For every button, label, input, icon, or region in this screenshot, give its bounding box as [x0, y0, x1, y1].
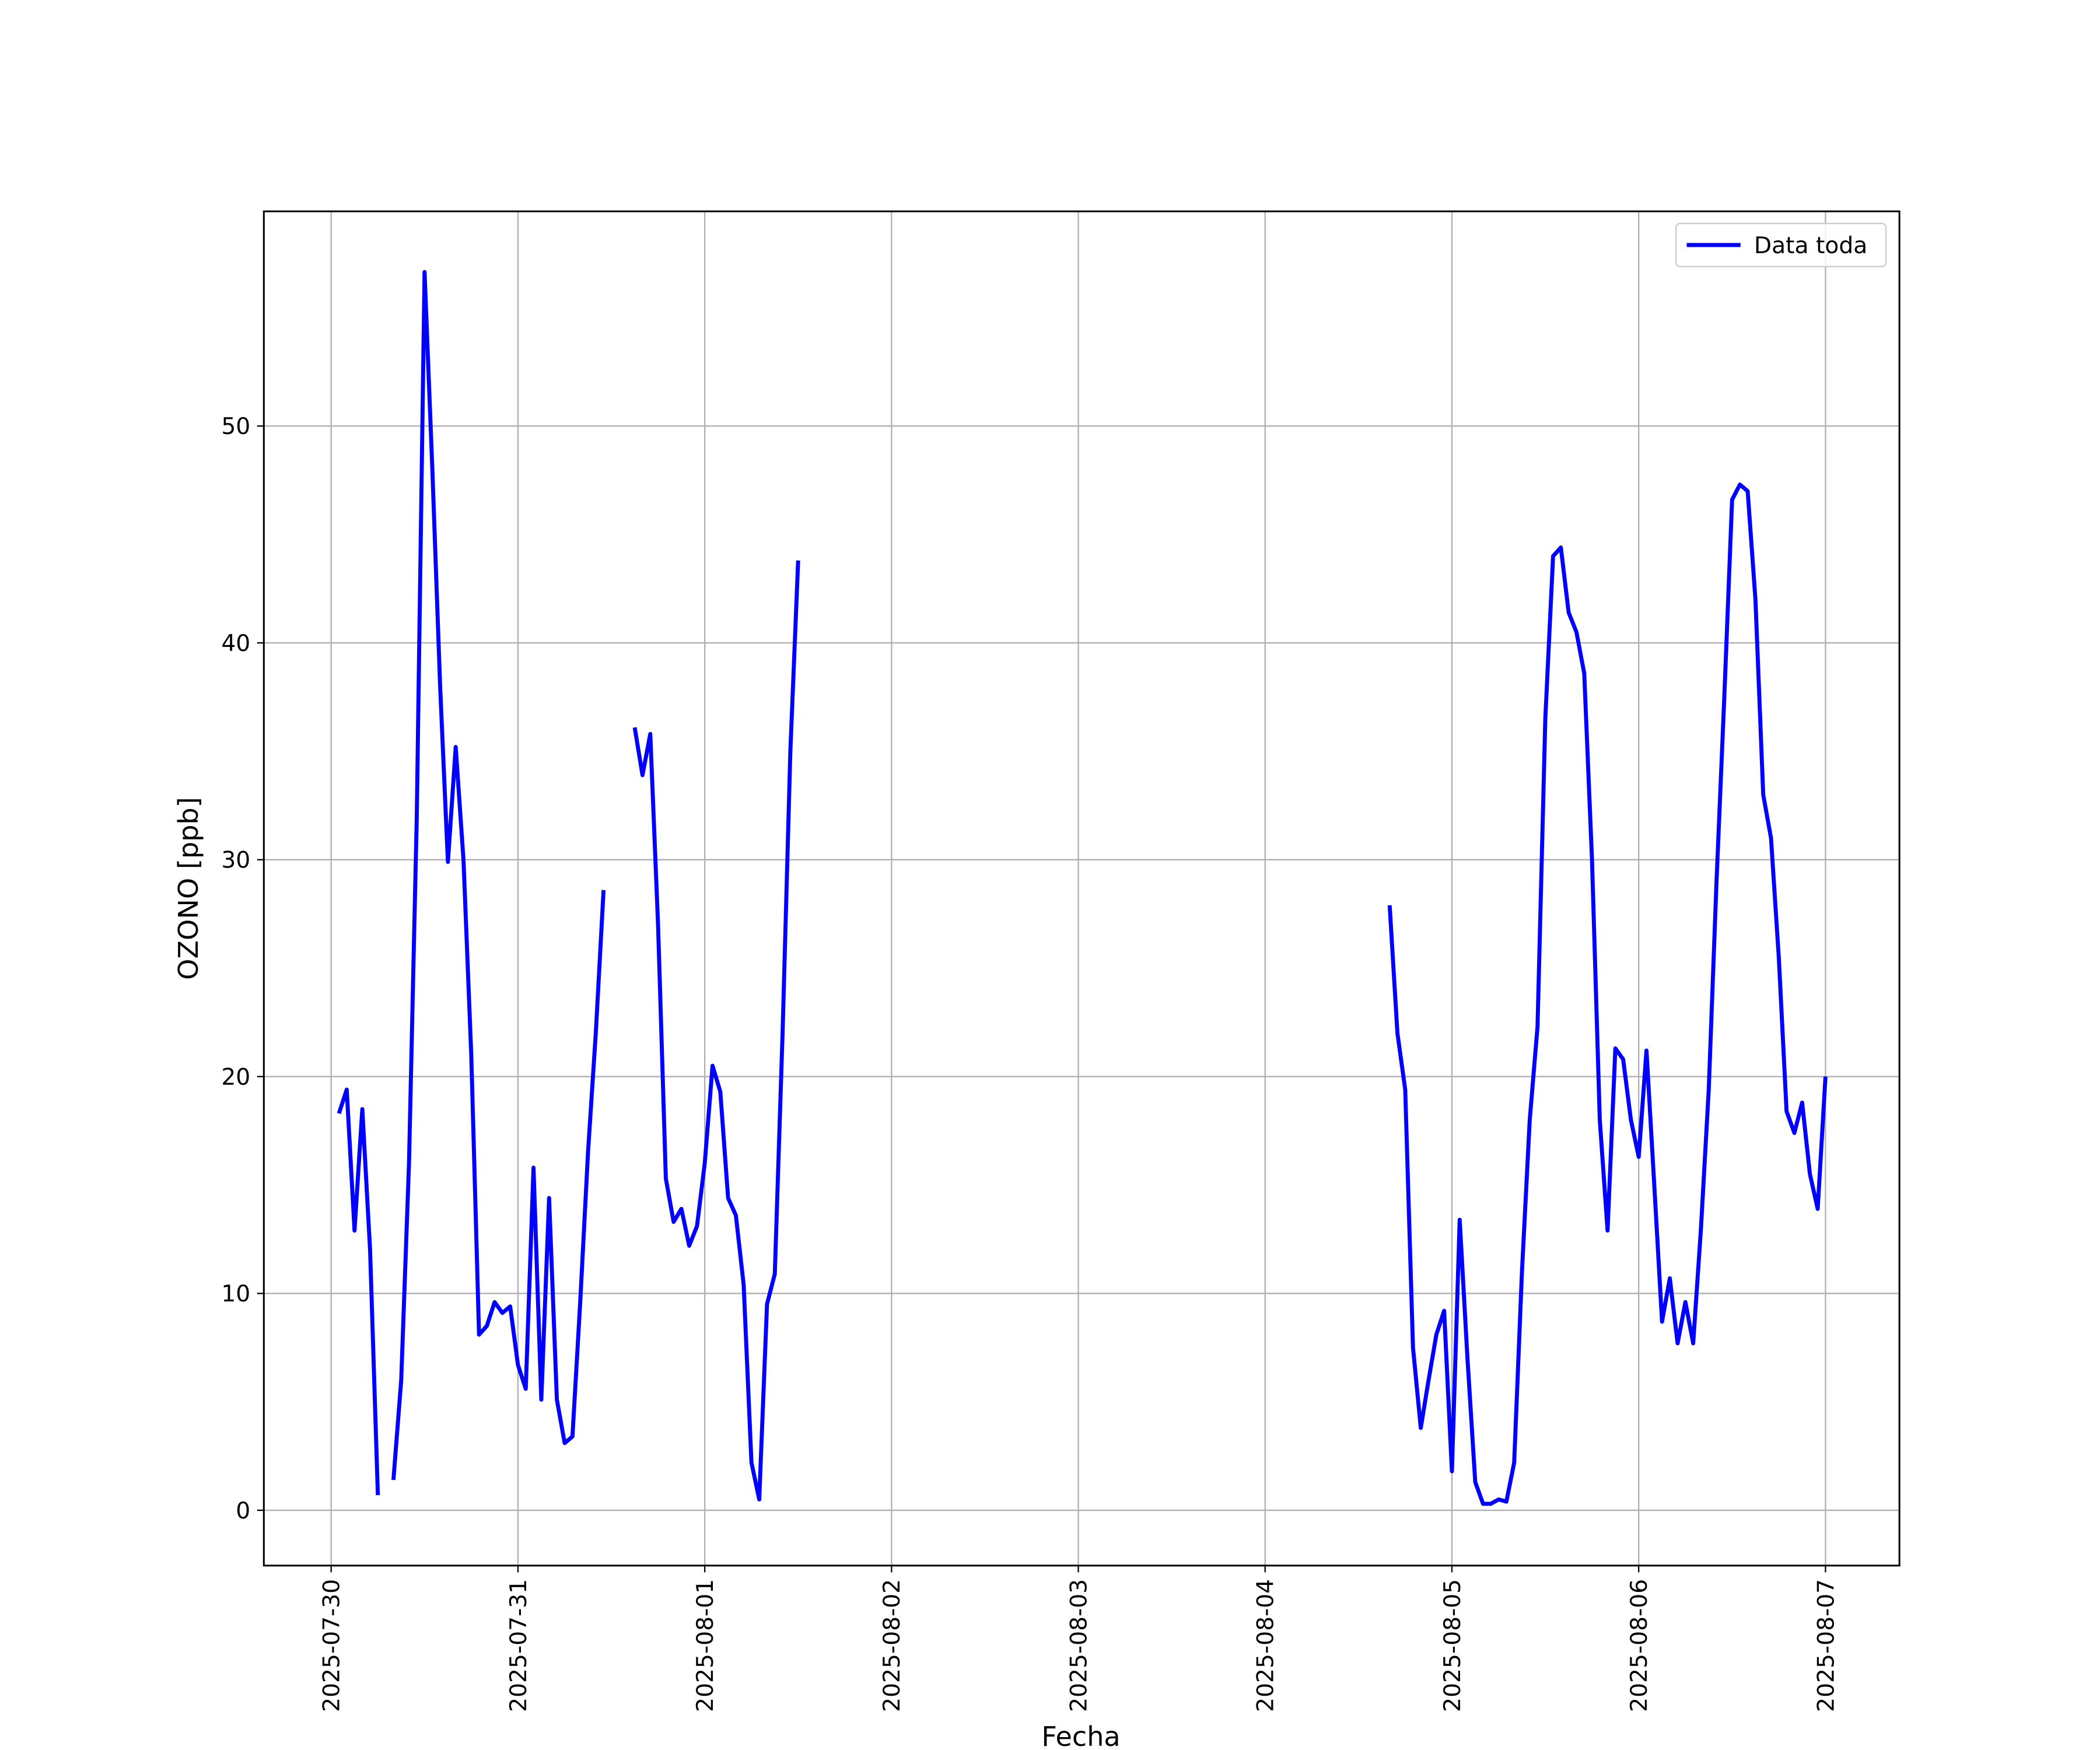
- legend-label: Data toda: [1754, 233, 1867, 259]
- x-tick-label: 2025-08-02: [879, 1579, 905, 1712]
- y-tick-label: 50: [221, 414, 250, 440]
- plot-frame: [262, 210, 1901, 1567]
- y-tick-label: 40: [221, 631, 250, 657]
- x-tick-label: 2025-07-31: [506, 1579, 532, 1712]
- y-axis-label: OZONO [ppb]: [173, 797, 204, 980]
- x-tick-label: 2025-08-01: [692, 1579, 719, 1712]
- y-tick-label: 30: [221, 848, 250, 874]
- legend: Data toda: [1675, 222, 1887, 268]
- x-tick-label: 2025-08-04: [1253, 1579, 1279, 1712]
- legend-box: [1675, 222, 1887, 268]
- x-tick-label: 2025-07-30: [319, 1579, 345, 1712]
- x-tick-label: 2025-08-05: [1440, 1579, 1466, 1712]
- x-axis-label: Fecha: [1041, 1721, 1120, 1750]
- y-tick-label: 0: [236, 1498, 250, 1524]
- x-tick-label: 2025-08-06: [1626, 1579, 1653, 1712]
- x-tick-label: 2025-08-07: [1813, 1579, 1839, 1712]
- y-tick-label: 10: [221, 1281, 250, 1307]
- y-tick-label: 20: [221, 1064, 250, 1090]
- x-tick-label: 2025-08-03: [1066, 1579, 1092, 1712]
- data-line: [337, 270, 1828, 1506]
